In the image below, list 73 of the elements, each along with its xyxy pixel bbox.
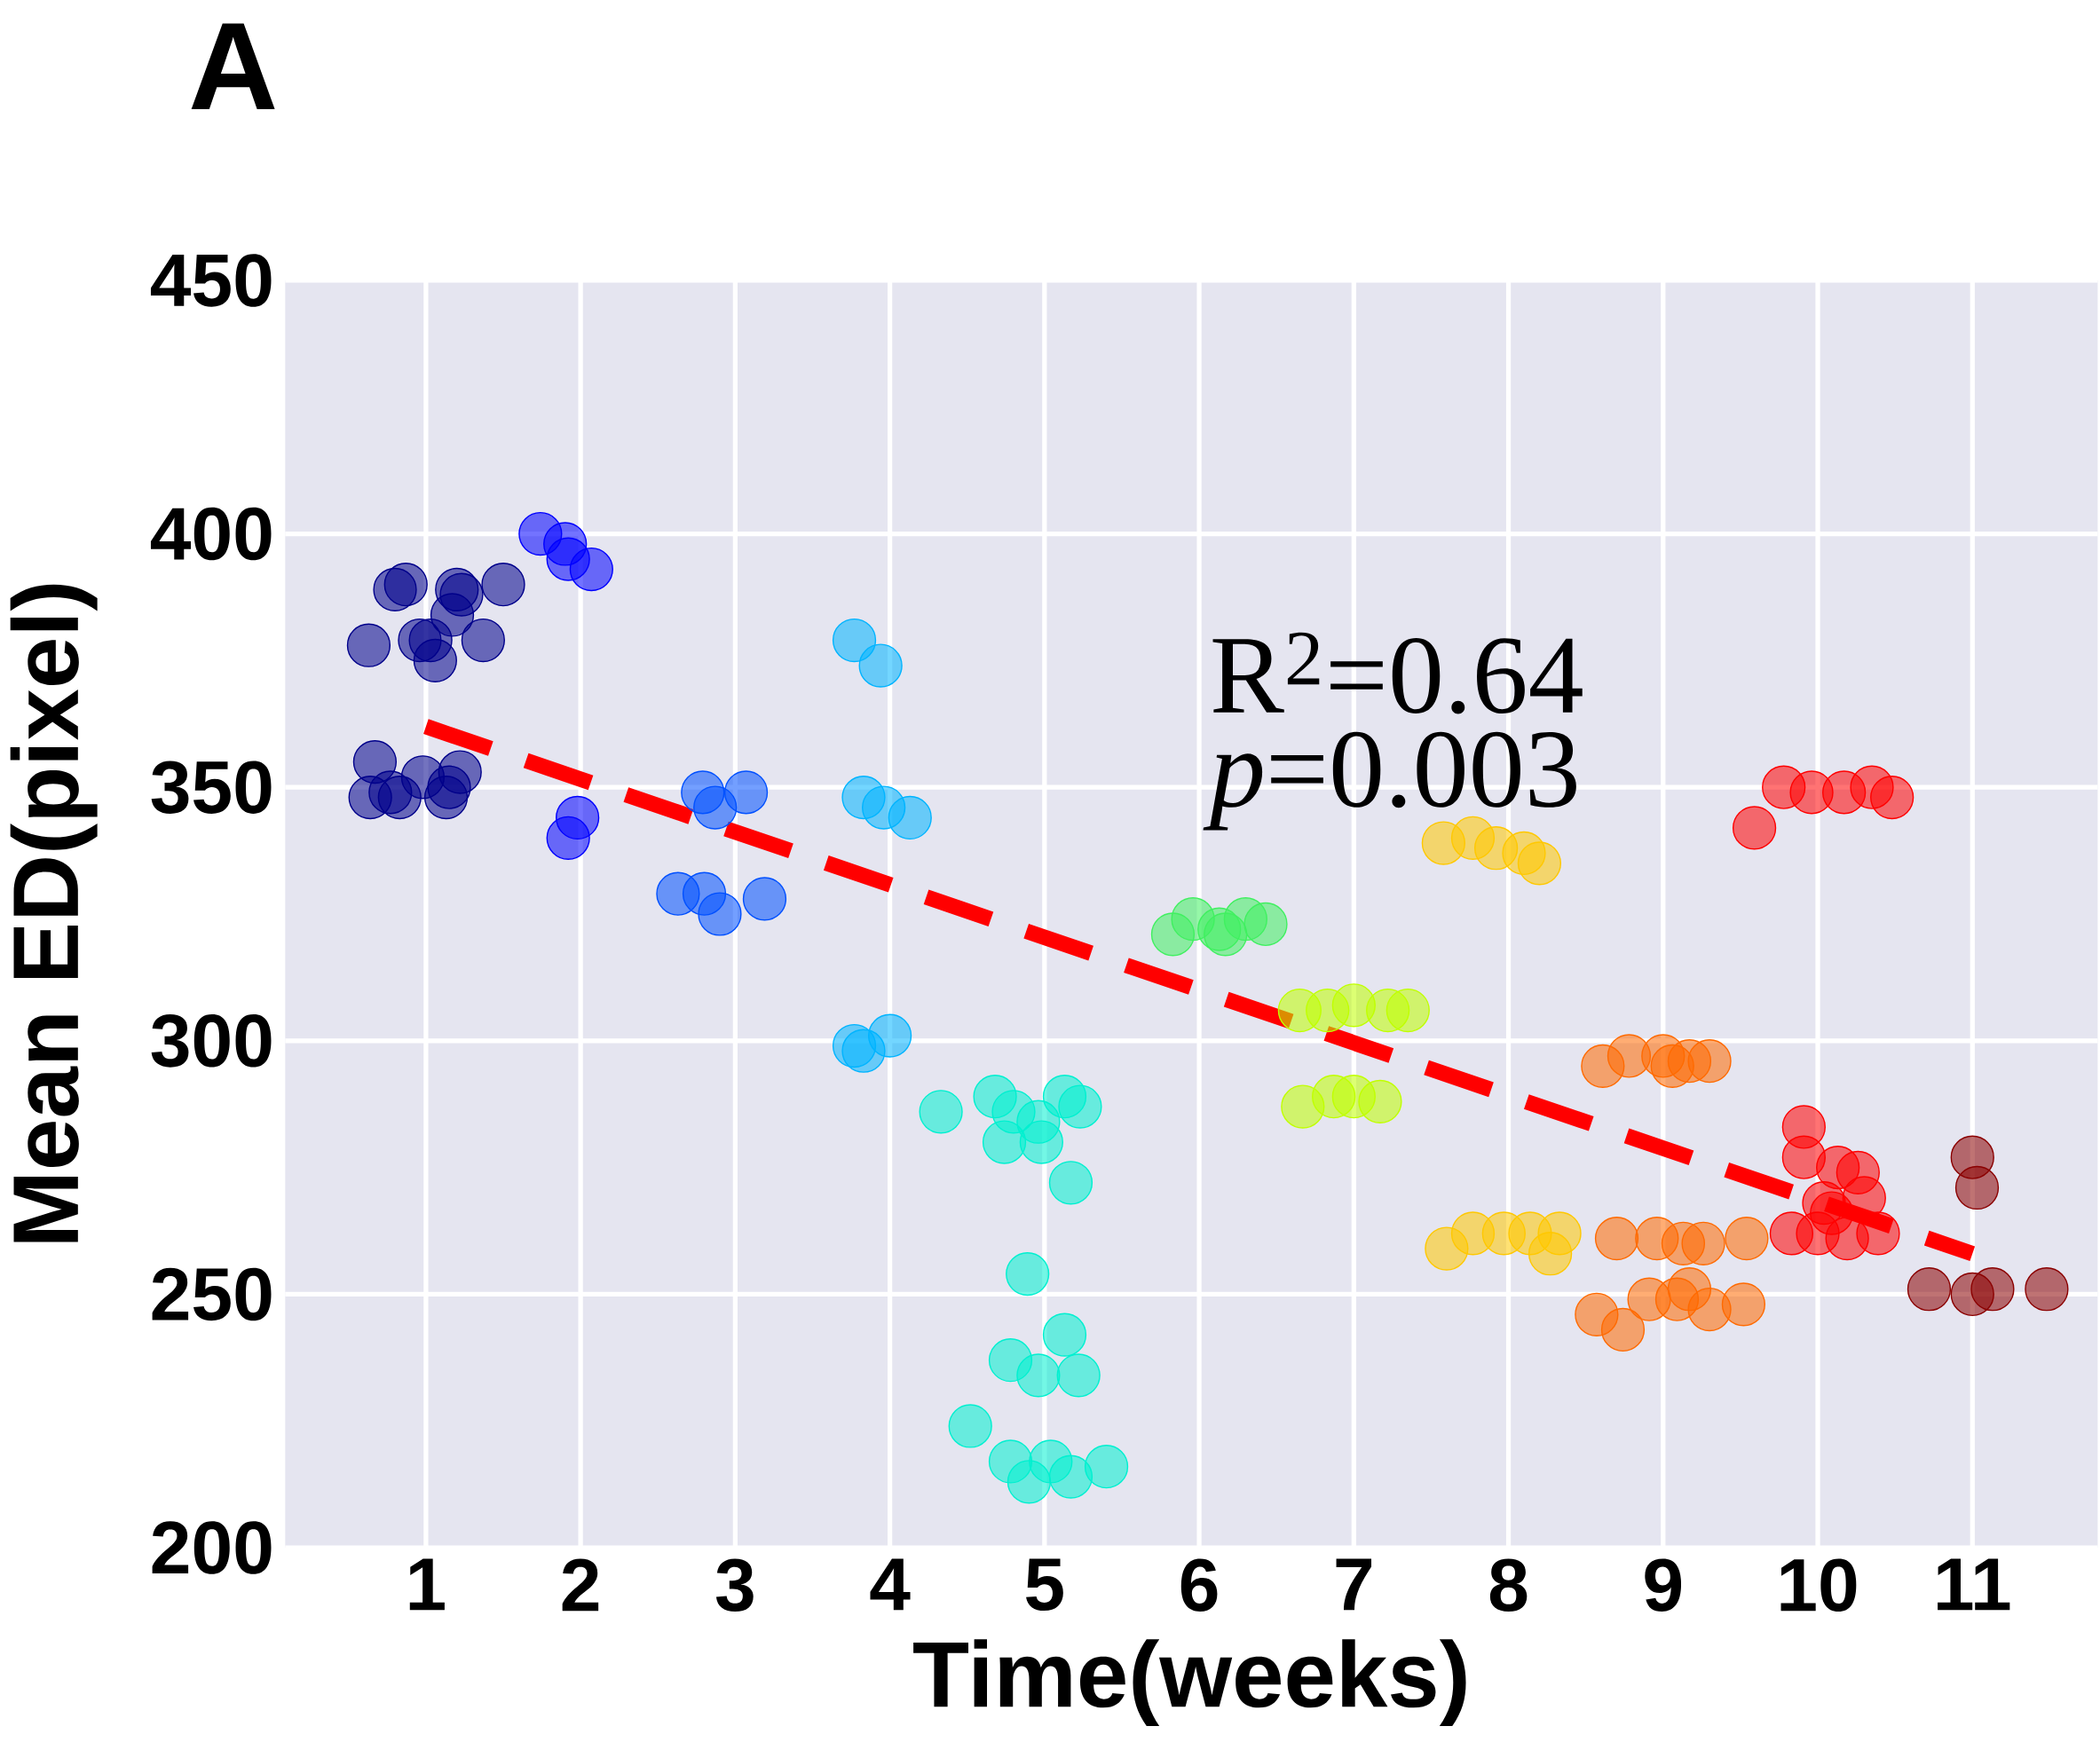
y-tick-label: 350 bbox=[151, 761, 272, 814]
point bbox=[1056, 1353, 1101, 1398]
point bbox=[481, 562, 525, 607]
point bbox=[867, 1013, 912, 1058]
point bbox=[461, 618, 505, 662]
point bbox=[1687, 1038, 1732, 1084]
point bbox=[888, 795, 932, 839]
point bbox=[427, 765, 471, 809]
point bbox=[1204, 912, 1248, 957]
point bbox=[832, 618, 877, 662]
point bbox=[742, 877, 787, 921]
point bbox=[1810, 1191, 1854, 1235]
point bbox=[383, 562, 428, 607]
point bbox=[1681, 1221, 1725, 1265]
y-tick-label: 400 bbox=[150, 507, 272, 561]
point bbox=[1725, 1216, 1769, 1261]
point bbox=[1970, 1266, 2015, 1312]
point bbox=[439, 572, 484, 617]
point bbox=[1016, 1353, 1061, 1398]
point bbox=[546, 816, 590, 860]
point bbox=[346, 623, 391, 667]
x-tick-label: 8 bbox=[1489, 1558, 1528, 1612]
point bbox=[1517, 841, 1562, 886]
point bbox=[1048, 1454, 1093, 1499]
y-tick-label: 450 bbox=[150, 254, 272, 307]
point bbox=[1954, 1165, 2000, 1210]
point bbox=[1007, 1460, 1052, 1504]
annotation: p=0.003 bbox=[1203, 731, 1576, 831]
x-tick-label: 6 bbox=[1180, 1558, 1218, 1612]
x-tick-label: 11 bbox=[1938, 1558, 2010, 1611]
point bbox=[1084, 1444, 1129, 1489]
point bbox=[1907, 1266, 1952, 1312]
x-tick-label: 2 bbox=[562, 1558, 599, 1611]
point bbox=[1732, 806, 1777, 850]
point bbox=[723, 770, 769, 815]
point bbox=[1386, 988, 1430, 1033]
point bbox=[698, 892, 742, 936]
x-tick-label: 4 bbox=[870, 1558, 911, 1611]
point bbox=[569, 547, 613, 591]
point bbox=[1048, 1161, 1093, 1205]
point bbox=[368, 770, 413, 815]
point bbox=[1856, 1211, 1900, 1256]
point bbox=[919, 1090, 963, 1134]
x-tick-label: 10 bbox=[1780, 1558, 1857, 1612]
point bbox=[1721, 1282, 1766, 1327]
y-tick-label: 300 bbox=[151, 1013, 272, 1068]
point bbox=[1650, 1044, 1694, 1088]
point bbox=[1600, 1307, 1646, 1352]
point bbox=[1019, 1120, 1063, 1164]
x-tick-label: 1 bbox=[409, 1558, 445, 1611]
y-axis-title: Mean ED(pixel) bbox=[10, 584, 98, 1242]
point bbox=[413, 638, 457, 682]
x-axis-title: Time(weeks) bbox=[913, 1638, 1466, 1726]
x-tick-label: 3 bbox=[715, 1558, 754, 1612]
point bbox=[1528, 1231, 1573, 1276]
point bbox=[858, 643, 903, 688]
point bbox=[1358, 1079, 1402, 1123]
point bbox=[1042, 1312, 1087, 1357]
y-tick-label: 200 bbox=[152, 1521, 272, 1574]
point bbox=[1870, 775, 1914, 820]
x-tick-label: 5 bbox=[1026, 1558, 1063, 1611]
point bbox=[1243, 902, 1288, 946]
point bbox=[1781, 1135, 1826, 1179]
chart-title: A bbox=[191, 23, 275, 109]
point bbox=[1006, 1251, 1050, 1297]
x-tick-label: 7 bbox=[1336, 1558, 1372, 1611]
point bbox=[1058, 1084, 1102, 1129]
point bbox=[1594, 1216, 1639, 1261]
y-tick-label: 250 bbox=[152, 1267, 272, 1321]
point bbox=[2025, 1266, 2069, 1312]
point bbox=[948, 1404, 992, 1448]
annotation: R$^{2}$=0.64 bbox=[1212, 632, 1583, 714]
x-tick-label: 9 bbox=[1645, 1558, 1682, 1612]
